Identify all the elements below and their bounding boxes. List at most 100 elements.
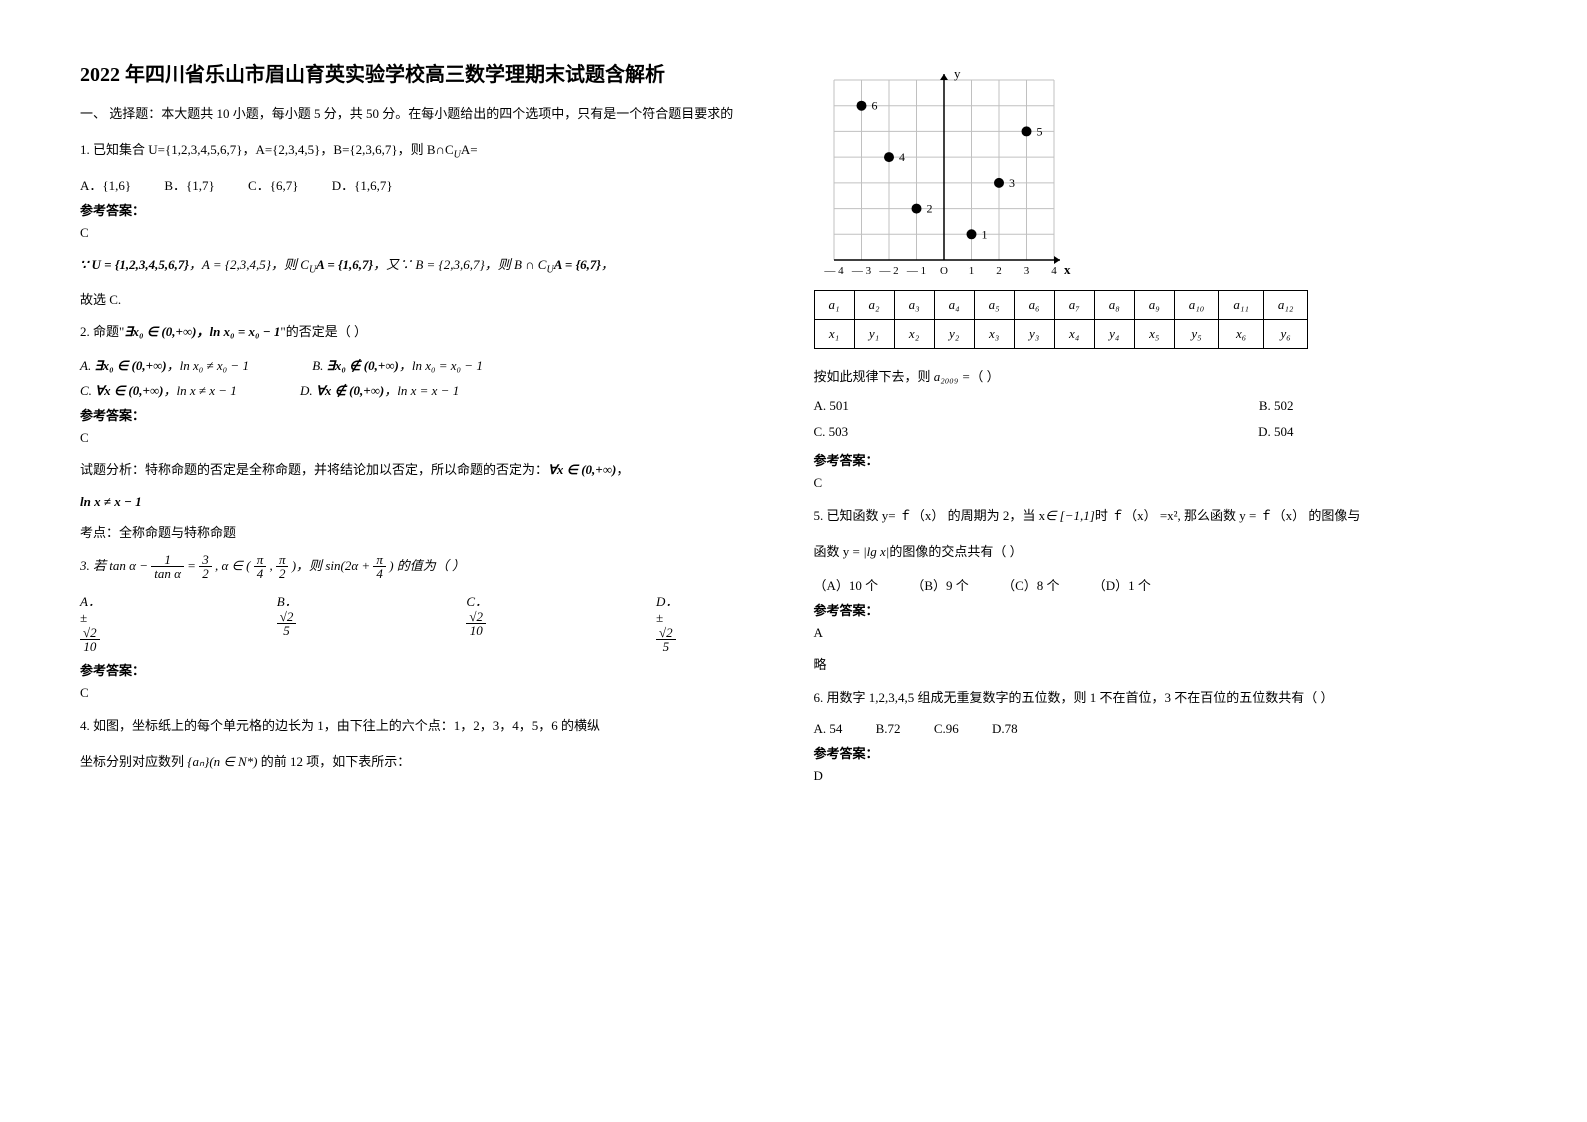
q2-opt-c: C. ∀x ∈ (0,+∞)，ln x ≠ x − 1 [80,380,267,399]
q2d2: ，ln x = x − 1 [384,380,459,399]
svg-text:5: 5 [1036,124,1042,138]
q3lb: B． [277,591,298,610]
table-cell: x₅ [1134,320,1174,349]
table-cell: y₆ [1263,320,1308,349]
table-row: a₁a₂a₃a₄a₅a₆a₇a₈a₉a₁₀a₁₁a₁₂ [814,291,1308,320]
q4-opts-row1: A. 501 B. 502 [814,398,1294,414]
svg-text:x: x [1064,262,1071,277]
q3-opts: A．± √2 10 B．√25 C．√210 D．± √25 [80,591,774,654]
q3ap: ± [80,610,87,626]
question-1: 1. 已知集合 U={1,2,3,4,5,6,7}，A={2,3,4,5}，B=… [80,137,774,166]
q3m1: = [187,558,199,573]
table-cell: a₁₁ [1219,291,1264,320]
svg-text:— 3: — 3 [850,265,871,277]
table-row: x₁y₁x₂y₂x₃y₃x₄y₄x₅y₅x₆y₆ [814,320,1308,349]
q2-answer: C [80,430,774,446]
table-cell: y₅ [1174,320,1219,349]
svg-text:— 2: — 2 [878,265,898,277]
q3-opt-d: D．± √25 [656,591,743,654]
table-cell: a₁₂ [1263,291,1308,320]
q4-table: a₁a₂a₃a₄a₅a₆a₇a₈a₉a₁₀a₁₁a₁₂ x₁y₁x₂y₂x₃y₃… [814,290,1309,349]
q5t2a: 函数 y = [814,544,864,559]
q3ct: √2 [466,610,486,625]
q3f3b: 4 [254,567,267,581]
q4-opt-d: D. 504 [1258,424,1293,440]
q3f3bt: π [276,553,289,568]
svg-text:1: 1 [968,265,974,277]
q3ab: 10 [80,640,100,654]
q6-opt-c: C.96 [934,721,959,737]
title: 2022 年四川省乐山市眉山育英实验学校高三数学理期末试题含解析 [80,60,774,90]
svg-text:6: 6 [871,99,877,113]
sub-u3: U [546,265,553,276]
q3f4b: 4 [373,567,386,581]
question-4-line1: 4. 如图，坐标纸上的每个单元格的边长为 1，由下往上的六个点：1，2，3，4，… [80,713,774,739]
q4t2b: {aₙ}(n ∈ N*) [187,754,257,769]
q2-b: ∃x₀ ∈ (0,+∞) [124,324,196,339]
q5-answer: A [814,625,1508,641]
q5t2c: 的图像的交点共有（ ） [889,544,1022,559]
table-cell: x₂ [894,320,934,349]
q2a1: ∃x₀ ∈ (0,+∞) [94,358,166,373]
q4-opt-a: A. 501 [814,398,849,414]
q6-opt-a: A. 54 [814,721,843,737]
table-cell: y₂ [934,320,974,349]
left-column: 2022 年四川省乐山市眉山育英实验学校高三数学理期末试题含解析 一、 选择题：… [80,60,774,796]
q3f4t: π [373,553,386,568]
q4-ans-label: 参考答案： [814,450,1508,469]
q2e1d: ln x ≠ x − 1 [80,494,142,509]
question-5-line2: 函数 y = |lg x|的图像的交点共有（ ） [814,539,1508,565]
q3sin: sin(2α + [325,558,373,573]
q4-opt-b: B. 502 [1259,398,1294,414]
table-cell: a₁ [814,291,854,320]
q1-e1b: ，A = {2,3,4,5} [189,257,271,272]
q4t2c: 的前 12 项，如下表所示： [258,754,411,769]
q2-opt-a: A. ∃x₀ ∈ (0,+∞)，ln x₀ ≠ x₀ − 1 [80,355,279,374]
q1-opt-d: D．{1,6,7} [332,175,393,194]
q3f3t: π [254,553,267,568]
q3dt: √2 [656,626,676,641]
q1-text2: A= [461,142,478,157]
right-column: — 4— 3— 2— 1O1234yx123456 a₁a₂a₃a₄a₅a₆a₇… [814,60,1508,796]
q5tb: ∈ [−1,1] [1045,508,1095,523]
section-1-header: 一、 选择题：本大题共 10 小题，每小题 5 分，共 50 分。在每小题给出的… [80,104,774,125]
table-cell: x₁ [814,320,854,349]
q3m2: , α ∈ ( [215,558,250,573]
q5-opt-b: （B）9 个 [911,575,968,594]
q5t2b: |lg x| [863,544,889,559]
table-cell: x₆ [1219,320,1264,349]
q6-answer: D [814,768,1508,784]
table-cell: x₄ [1054,320,1094,349]
q3f1b: tan α [151,567,184,581]
q3m4: )，则 [292,558,326,573]
question-5: 5. 已知函数 y= ｆ（x） 的周期为 2，当 x∈ [−1,1]时 ｆ（x）… [814,503,1508,529]
q5-opt-c: （C）8 个 [1002,575,1059,594]
q2c2: ，ln x ≠ x − 1 [163,380,236,399]
q3pre: 3. 若 [80,558,109,573]
q2e1a: 试题分析：特称命题的否定是全称命题，并将结论加以否定，所以命题的否定为： [80,462,548,477]
q5-opt-d: （D）1 个 [1093,575,1151,594]
q2-opt-b: B. ∃x₀ ∉ (0,+∞)，ln x₀ = x₀ − 1 [312,355,513,374]
svg-text:y: y [954,66,961,81]
q3-ans-label: 参考答案： [80,660,774,679]
q3-opt-c: C．√210 [466,591,546,654]
table-cell: a₈ [1094,291,1134,320]
q2-explain1: 试题分析：特称命题的否定是全称命题，并将结论加以否定，所以命题的否定为：∀x ∈… [80,458,774,481]
table-cell: y₁ [854,320,894,349]
svg-text:4: 4 [1051,265,1057,277]
q2e1c: ， [616,462,629,477]
q5-brief: 略 [814,653,1508,676]
q3la: A． [80,591,101,610]
q2-c: ，ln x₀ = x₀ − 1 [196,324,280,339]
q1-e1a: ∵ U = {1,2,3,4,5,6,7} [80,257,189,272]
q3f2t: 3 [199,553,212,568]
q5-opts: （A）10 个 （B）9 个 （C）8 个 （D）1 个 [814,575,1508,594]
table-cell: a₄ [934,291,974,320]
q3-opt-b: B．√25 [277,591,357,654]
q1-explain2: 故选 C. [80,288,774,311]
q2-explain2: 考点：全称命题与特称命题 [80,521,774,544]
table-cell: a₂ [854,291,894,320]
q4-coordinate-grid: — 4— 3— 2— 1O1234yx123456 [814,60,1074,280]
q3lc: C． [466,591,488,610]
q3tail: ) 的值为（ ） [389,558,465,573]
